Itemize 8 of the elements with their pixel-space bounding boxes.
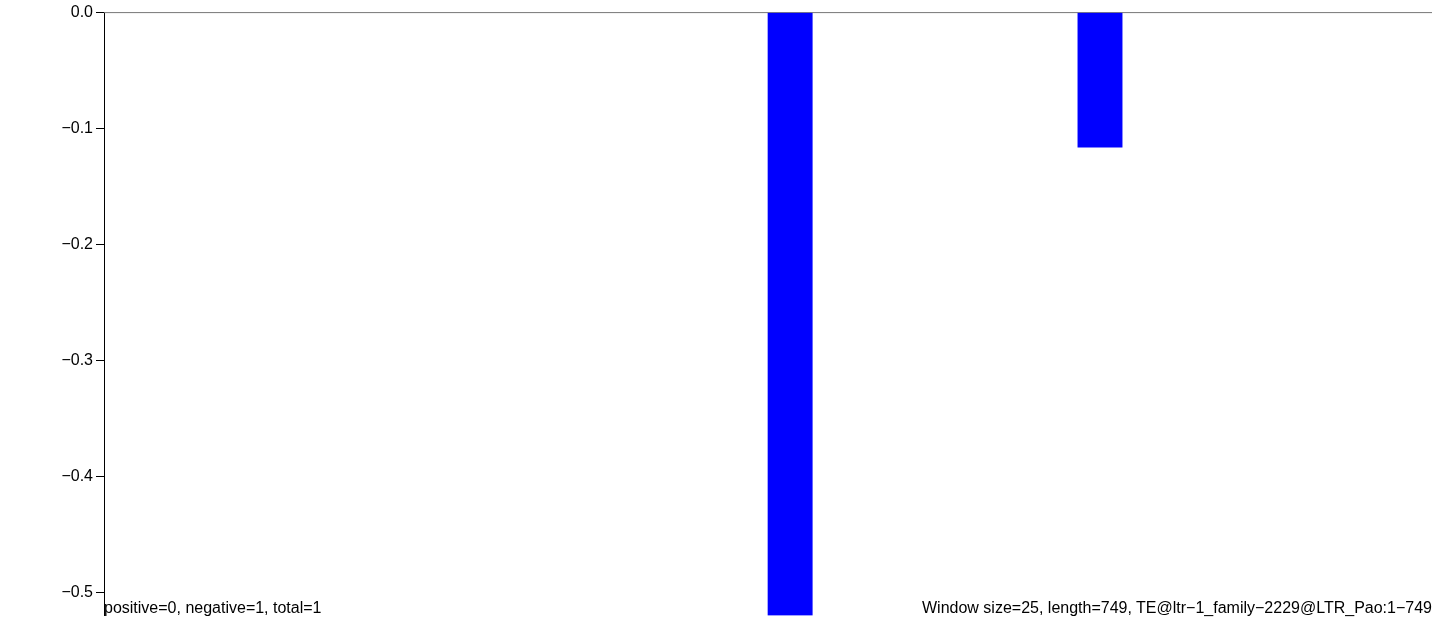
y-tick-label: 0.0 [70, 3, 94, 21]
y-tick-label: −0.1 [61, 118, 94, 136]
y-tick-label: −0.4 [61, 466, 94, 484]
y-tick-label: −0.3 [61, 350, 94, 368]
y-tick-label: −0.5 [61, 582, 94, 600]
y-tick-label: −0.2 [61, 234, 94, 252]
annotation: positive=0, negative=1, total=1 [104, 599, 322, 616]
annotation: Window size=25, length=749, TE@ltr−1_family−2229@LTR_Pao:1−749 [922, 599, 1433, 617]
